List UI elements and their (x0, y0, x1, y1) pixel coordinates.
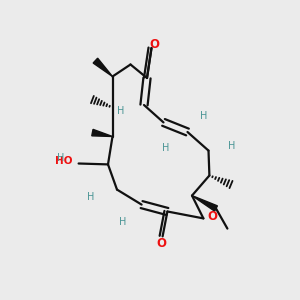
Text: O: O (207, 209, 218, 223)
Polygon shape (92, 129, 112, 137)
Text: H: H (87, 191, 94, 202)
Text: HO: HO (55, 155, 73, 166)
Text: O: O (149, 38, 160, 51)
Text: H: H (228, 141, 236, 152)
Polygon shape (192, 196, 218, 211)
Polygon shape (93, 58, 112, 76)
Text: H: H (57, 153, 64, 163)
Text: H: H (162, 143, 169, 153)
Text: H: H (119, 217, 127, 227)
Text: O: O (156, 237, 166, 250)
Text: H: H (200, 111, 208, 121)
Text: H: H (117, 106, 124, 116)
